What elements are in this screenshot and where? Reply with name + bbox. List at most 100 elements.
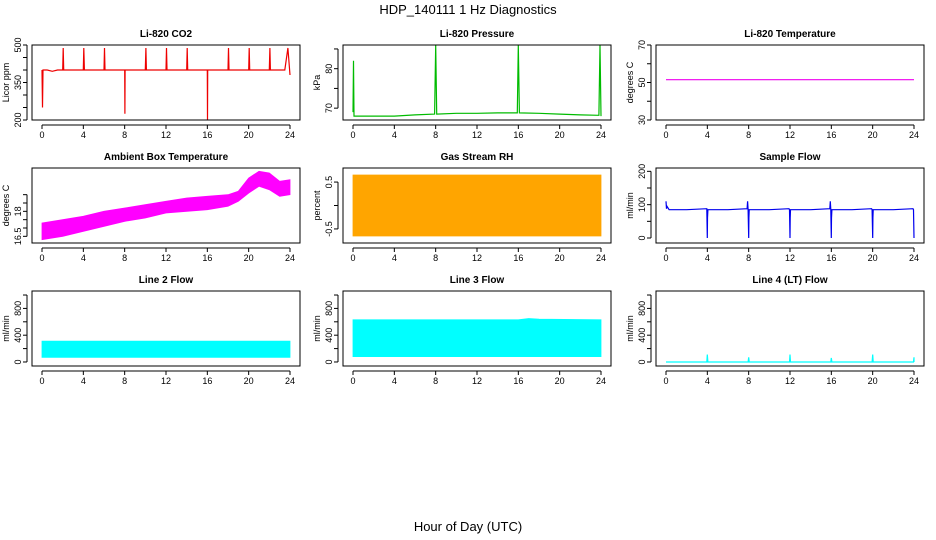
data-band — [41, 170, 291, 241]
x-tick-label: 20 — [244, 130, 254, 140]
plot-area — [352, 318, 602, 357]
data-line — [665, 201, 915, 239]
x-tick-label: 8 — [746, 130, 751, 140]
x-tick-label: 24 — [285, 130, 295, 140]
x-tick-label: 12 — [472, 376, 482, 386]
x-tick-label: 4 — [81, 253, 86, 263]
x-tick-label: 12 — [161, 376, 171, 386]
y-tick-label: 800 — [324, 301, 334, 316]
x-tick-label: 8 — [122, 253, 127, 263]
y-tick-label: 200 — [637, 164, 647, 179]
data-band — [352, 318, 602, 357]
x-tick-label: 24 — [909, 130, 919, 140]
x-tick-label: 8 — [433, 130, 438, 140]
x-tick-label: 12 — [472, 130, 482, 140]
panel-title: Sample Flow — [759, 152, 820, 163]
data-band — [41, 340, 291, 358]
x-tick-label: 8 — [433, 253, 438, 263]
x-tick-label: 16 — [202, 130, 212, 140]
panel-title: Line 4 (LT) Flow — [752, 275, 828, 286]
y-tick-label: 400 — [637, 328, 647, 343]
x-tick-label: 8 — [433, 376, 438, 386]
x-tick-label: 20 — [555, 130, 565, 140]
x-tick-label: 16 — [513, 253, 523, 263]
x-tick-label: 24 — [285, 253, 295, 263]
plot-area — [352, 45, 602, 117]
y-tick-label: 0 — [324, 359, 334, 364]
panel-1: Li-820 CO2 0 4 8 12 16 20 24 200 350 500 Licor ppm — [1, 29, 301, 140]
plot-area — [41, 47, 291, 120]
plot-area — [41, 340, 291, 358]
y-tick-label: 0 — [637, 235, 647, 240]
x-tick-label: 24 — [596, 130, 606, 140]
x-tick-label: 0 — [39, 376, 44, 386]
y-tick-label: 0 — [13, 359, 23, 364]
plot-frame — [342, 44, 612, 121]
plot-area — [41, 170, 291, 241]
figure-xlabel: Hour of Day (UTC) — [414, 519, 522, 534]
x-tick-label: 20 — [868, 376, 878, 386]
panel-title: Li-820 CO2 — [140, 29, 193, 40]
x-tick-label: 4 — [392, 130, 397, 140]
y-axis-label: percent — [312, 190, 322, 221]
x-tick-label: 20 — [555, 376, 565, 386]
data-line — [666, 354, 915, 363]
x-tick-label: 0 — [663, 253, 668, 263]
panel-title: Li-820 Temperature — [744, 29, 836, 40]
data-line — [41, 47, 291, 120]
y-tick-label: 400 — [324, 328, 334, 343]
y-tick-label: 800 — [637, 301, 647, 316]
panel-title: Gas Stream RH — [441, 152, 514, 163]
x-tick-label: 16 — [513, 130, 523, 140]
y-tick-label: 16.5 — [13, 228, 23, 246]
y-tick-label: 100 — [637, 197, 647, 212]
x-tick-label: 16 — [202, 376, 212, 386]
y-tick-label: 30 — [637, 115, 647, 125]
x-tick-label: 16 — [826, 376, 836, 386]
x-tick-label: 4 — [705, 253, 710, 263]
x-tick-label: 24 — [909, 253, 919, 263]
x-tick-label: 0 — [39, 130, 44, 140]
y-tick-label: 70 — [324, 103, 334, 113]
x-tick-label: 20 — [555, 253, 565, 263]
x-tick-label: 12 — [161, 130, 171, 140]
y-axis-label: degrees C — [1, 184, 11, 226]
plot-frame — [342, 290, 612, 367]
x-tick-label: 16 — [826, 253, 836, 263]
y-axis-label: ml/min — [1, 315, 11, 342]
y-tick-label: 500 — [13, 37, 23, 52]
data-band — [352, 174, 602, 237]
x-tick-label: 20 — [868, 253, 878, 263]
x-tick-label: 24 — [285, 376, 295, 386]
x-tick-label: 0 — [663, 130, 668, 140]
x-tick-label: 4 — [392, 253, 397, 263]
data-line — [352, 45, 602, 117]
x-tick-label: 20 — [244, 376, 254, 386]
y-axis-label: degrees C — [625, 61, 635, 103]
plot-frame — [31, 167, 301, 244]
y-tick-label: 70 — [637, 40, 647, 50]
x-tick-label: 4 — [81, 376, 86, 386]
y-tick-label: 80 — [324, 64, 334, 74]
y-tick-label: 350 — [13, 75, 23, 90]
x-tick-label: 0 — [350, 130, 355, 140]
x-tick-label: 8 — [122, 130, 127, 140]
panel-title: Ambient Box Temperature — [104, 152, 229, 163]
y-axis-label: ml/min — [625, 315, 635, 342]
y-tick-label: -0.5 — [324, 221, 334, 237]
plot-frame — [655, 167, 925, 244]
x-tick-label: 16 — [513, 376, 523, 386]
y-tick-label: 50 — [637, 77, 647, 87]
y-axis-label: kPa — [312, 75, 322, 91]
x-tick-label: 0 — [663, 376, 668, 386]
x-tick-label: 0 — [350, 253, 355, 263]
y-axis-label: ml/min — [312, 315, 322, 342]
x-tick-label: 4 — [705, 130, 710, 140]
x-tick-label: 8 — [122, 376, 127, 386]
figure-title: HDP_140111 1 Hz Diagnostics — [379, 2, 557, 17]
